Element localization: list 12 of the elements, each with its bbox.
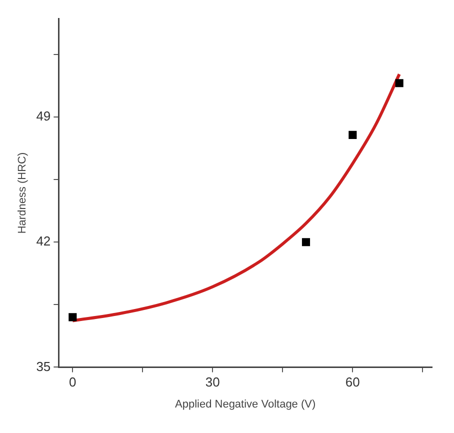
x-tick-label: 0 xyxy=(69,374,76,390)
point xyxy=(395,79,404,88)
point xyxy=(302,238,310,246)
x-tick-label: 60 xyxy=(345,374,360,390)
point xyxy=(348,130,357,139)
y-tick-label: 42 xyxy=(36,234,51,249)
y-tick-label: 35 xyxy=(36,358,51,374)
x-tick-label: 30 xyxy=(205,374,220,390)
y-axis-title: Hardness (HRC) xyxy=(16,152,29,234)
x-axis-title: Applied Negative Voltage (V) xyxy=(175,398,316,410)
y-tick-label: 49 xyxy=(36,108,51,124)
point xyxy=(68,313,77,322)
